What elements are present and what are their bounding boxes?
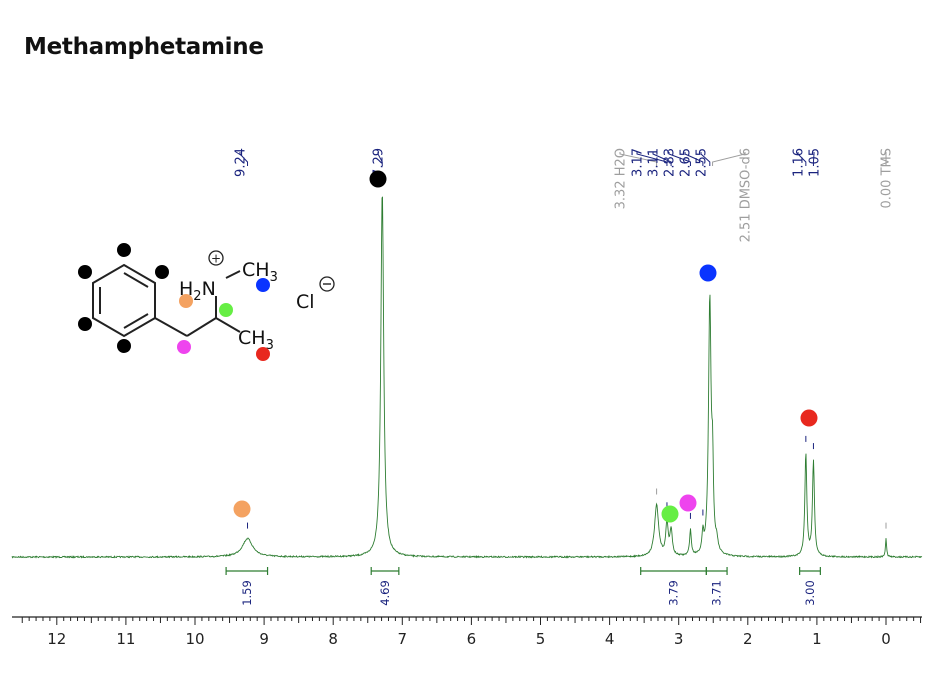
ring-double-bond xyxy=(123,272,149,288)
x-tick-label: 5 xyxy=(536,630,546,648)
x-tick-label: 12 xyxy=(47,630,66,648)
peak-label-connector xyxy=(700,152,711,166)
x-axis: 12 11 10 9 8 7 6 5 4 3 2 1 0 xyxy=(12,616,922,648)
peak-label-connector xyxy=(636,152,668,166)
aromatic-h-dot xyxy=(117,243,131,257)
bond-ch-ch3 xyxy=(215,317,241,333)
peak-label: 1.05 xyxy=(808,148,823,177)
peak-label: 9.24 xyxy=(234,148,249,177)
ch2-marker xyxy=(679,494,697,512)
x-tick-label: 8 xyxy=(328,630,338,648)
bond-ring-ch2 xyxy=(154,317,188,337)
plus-charge-icon xyxy=(208,250,224,266)
peak-label-connector xyxy=(652,152,672,166)
peak-label: 1.16 xyxy=(792,148,807,177)
peak-label-connector xyxy=(797,152,807,166)
x-tick-label: 7 xyxy=(398,630,408,648)
n-ch3-marker xyxy=(699,264,717,282)
peak-label-connector xyxy=(668,152,691,166)
ch-dot xyxy=(219,303,233,317)
benzene-ring xyxy=(92,263,156,338)
integral-value: 3.00 xyxy=(803,580,817,606)
x-tick-label: 0 xyxy=(881,630,891,648)
peak-label-connector xyxy=(712,152,746,166)
aromatic-h-dot xyxy=(78,317,92,331)
peak-label-connector xyxy=(684,152,704,166)
integrals: 1.59 4.69 3.79 3.71 3.00 xyxy=(225,567,821,606)
x-tick-label: 11 xyxy=(116,630,135,648)
peak-label: 3.11 xyxy=(647,148,662,177)
chloride-label: Cl xyxy=(296,291,315,313)
peak-label: 3.17 xyxy=(631,148,646,177)
n-methyl-dot xyxy=(256,278,270,292)
peak-labels: 9.24 7.29 3.32 H2O 3.17 3.11 2.83 2.65 2.55 2.51… xyxy=(234,148,895,529)
aromatic-h-dot xyxy=(117,339,131,353)
x-tick-label: 4 xyxy=(605,630,615,648)
peak-label: 2.83 xyxy=(663,148,678,177)
nh2-dot xyxy=(179,294,193,308)
chart-title: Methamphetamine xyxy=(24,34,264,60)
peak-label: 2.51 DMSO-d6 xyxy=(739,148,754,242)
nh2-marker xyxy=(233,500,251,518)
c-methyl-dot xyxy=(256,347,270,361)
x-tick-label: 2 xyxy=(743,630,753,648)
integral-value: 1.59 xyxy=(240,580,254,606)
peak-label: 2.55 xyxy=(695,148,710,177)
spectrum-trace xyxy=(11,196,923,559)
x-tick-label: 3 xyxy=(674,630,684,648)
peak-label: 2.65 xyxy=(679,148,694,177)
c-ch3-marker xyxy=(800,409,818,427)
integral-value: 3.79 xyxy=(667,580,681,606)
minus-charge-icon xyxy=(319,276,335,292)
aromatic-h-dot xyxy=(78,265,92,279)
peak-label: 3.32 H2O xyxy=(614,148,629,209)
ch-marker xyxy=(661,505,679,523)
c-methyl-label: CH3 xyxy=(238,327,274,353)
integral-value: 4.69 xyxy=(378,580,392,606)
methamphetamine-structure: H2N + CH3 CH3 Cl xyxy=(78,243,335,361)
peak-label-connector xyxy=(239,152,249,166)
peak-label: 7.29 xyxy=(372,148,387,177)
ring-double-bond xyxy=(123,313,149,329)
peak-label-connector xyxy=(812,152,815,166)
aromatic-h-marker xyxy=(369,170,387,188)
x-tick-label: 1 xyxy=(812,630,822,648)
spectrum-line xyxy=(11,196,923,559)
ch2-dot xyxy=(177,340,191,354)
peak-markers xyxy=(233,170,818,523)
peak-label: 0.00 TMS xyxy=(880,148,895,209)
aromatic-h-dot xyxy=(155,265,169,279)
plus-charge-sign: + xyxy=(211,252,221,266)
peak-label-connector xyxy=(377,152,383,166)
bond-ch2-ch xyxy=(186,317,217,337)
integral-value: 3.71 xyxy=(710,580,724,606)
x-tick-label: 10 xyxy=(185,630,204,648)
x-tick-label: 9 xyxy=(259,630,269,648)
x-tick-label: 6 xyxy=(467,630,477,648)
peak-label-connector xyxy=(619,152,658,166)
bond-n-ch3 xyxy=(225,270,241,279)
